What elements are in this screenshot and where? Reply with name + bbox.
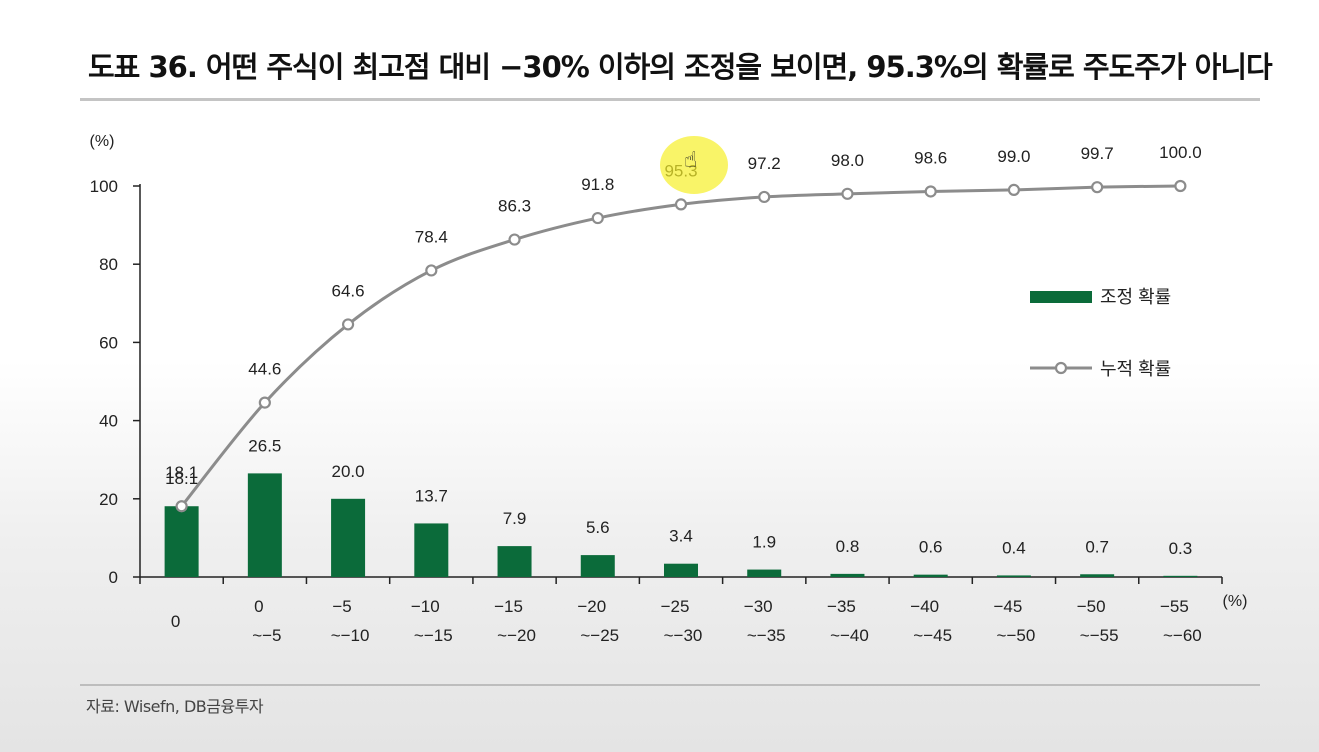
x-tick-label: −50	[1077, 597, 1106, 616]
x-tick-label-range: ~−40	[830, 626, 869, 645]
x-tick-label-range: ~−20	[497, 626, 536, 645]
y-tick-label: 40	[99, 412, 118, 431]
line-data-label: 99.7	[1081, 144, 1114, 163]
bar-data-label: 13.7	[415, 486, 448, 505]
line-data-label: 18.1	[165, 463, 198, 482]
line-point	[175, 500, 188, 513]
line-data-label: 86.3	[498, 197, 531, 216]
footer-divider	[80, 684, 1260, 686]
line-data-label: 98.0	[831, 151, 864, 170]
bar-data-label: 20.0	[332, 462, 365, 481]
line-point	[758, 190, 771, 204]
legend-line-marker	[1054, 361, 1068, 375]
line-point	[674, 198, 688, 211]
bar	[1163, 575, 1198, 577]
line-data-label: 99.0	[997, 147, 1030, 166]
x-tick-label-range: ~−5	[252, 626, 281, 645]
bar-data-label: 1.9	[752, 533, 776, 552]
x-tick-label: −10	[411, 597, 440, 616]
line-data-label: 91.8	[581, 175, 614, 194]
bar-data-label: 18.1	[165, 469, 198, 488]
bar	[164, 506, 199, 577]
y-tick-label: 80	[99, 255, 118, 274]
bar-data-label: 0.6	[919, 538, 943, 557]
line-point	[341, 318, 355, 331]
bar	[580, 555, 615, 577]
bar-data-label: 0.4	[1002, 538, 1026, 557]
line-point	[258, 396, 271, 409]
bar-data-label: 5.6	[586, 518, 610, 537]
x-tick-label: −25	[661, 597, 690, 616]
y-tick-label: 100	[90, 177, 118, 196]
x-tick-label: −35	[827, 597, 856, 616]
bar-data-label: 0.8	[836, 537, 860, 556]
bar	[830, 573, 865, 577]
x-tick-label-range: ~−60	[1163, 626, 1202, 645]
bar	[247, 473, 282, 577]
line-point	[1091, 181, 1104, 194]
bar-data-label: 3.4	[669, 527, 693, 546]
bar	[1080, 574, 1115, 577]
x-tick-label-range: ~−10	[331, 626, 370, 645]
bar-data-label: 26.5	[248, 436, 281, 455]
x-tick-label-range: ~−55	[1080, 626, 1119, 645]
line-point	[508, 233, 521, 246]
x-tick-label-range: ~−45	[913, 626, 952, 645]
legend-bar-swatch	[1030, 291, 1092, 303]
bar	[664, 563, 698, 577]
x-tick-label: −15	[494, 597, 523, 616]
x-tick-label-range: ~−15	[414, 626, 453, 645]
y-unit-label: (%)	[90, 133, 115, 150]
line-point	[425, 264, 438, 277]
line-point	[1174, 179, 1187, 193]
line-data-label: 98.6	[914, 148, 947, 167]
chart: 0 20 40 60 80 100 (%) (%) 0 0 ~−5 −5 ~−10 −10 ~−15 −15 ~…	[90, 133, 1248, 645]
line-point	[591, 211, 604, 225]
legend-bar-label: 조정 확률	[1100, 287, 1171, 307]
bar-data-label: 0.3	[1169, 539, 1193, 558]
title-divider	[80, 98, 1260, 101]
x-tick-label: −30	[744, 597, 773, 616]
y-tick-label: 60	[99, 333, 118, 352]
source-note: 자료: Wisefn, DB금융투자	[86, 697, 264, 716]
bar	[747, 569, 782, 577]
x-tick-label: −55	[1160, 597, 1189, 616]
legend-line-label: 누적 확률	[1100, 359, 1171, 379]
bar	[497, 546, 532, 577]
line-point	[841, 187, 854, 200]
y-tick-label: 0	[109, 568, 118, 587]
line-point	[924, 185, 937, 198]
line-data-label: 64.6	[332, 281, 365, 300]
x-tick-label: −20	[577, 597, 606, 616]
bar	[913, 574, 948, 577]
cumulative-line	[180, 184, 1181, 508]
x-tick-label-range: ~−25	[580, 626, 619, 645]
line-data-label: 44.6	[248, 360, 281, 379]
bar-data-label: 0.7	[1085, 537, 1109, 556]
x-tick-label-range: ~−35	[747, 626, 786, 645]
hand-pointer-icon: ☝	[684, 148, 698, 173]
bar	[996, 575, 1031, 577]
bar	[331, 498, 366, 577]
x-tick-label: −5	[332, 597, 351, 616]
chart-title: 도표 36. 어떤 주식이 최고점 대비 −30% 이하의 조정을 보이면, 9…	[88, 50, 1273, 84]
line-point	[1007, 183, 1021, 197]
line-data-label: 100.0	[1159, 143, 1202, 162]
bar-data-label: 7.9	[503, 509, 527, 528]
x-tick-label: 0	[254, 597, 263, 616]
x-tick-label-range: ~−50	[997, 626, 1036, 645]
x-tick-label: −40	[910, 597, 939, 616]
x-unit-label: (%)	[1223, 593, 1248, 610]
cursor-highlight	[660, 136, 728, 194]
x-tick-label: −45	[994, 597, 1023, 616]
x-tick-label: 0	[171, 612, 180, 631]
line-data-label: 97.2	[748, 154, 781, 173]
bar	[414, 523, 449, 577]
y-tick-label: 20	[99, 490, 118, 509]
x-tick-label-range: ~−30	[664, 626, 703, 645]
line-data-label: 78.4	[415, 227, 448, 246]
